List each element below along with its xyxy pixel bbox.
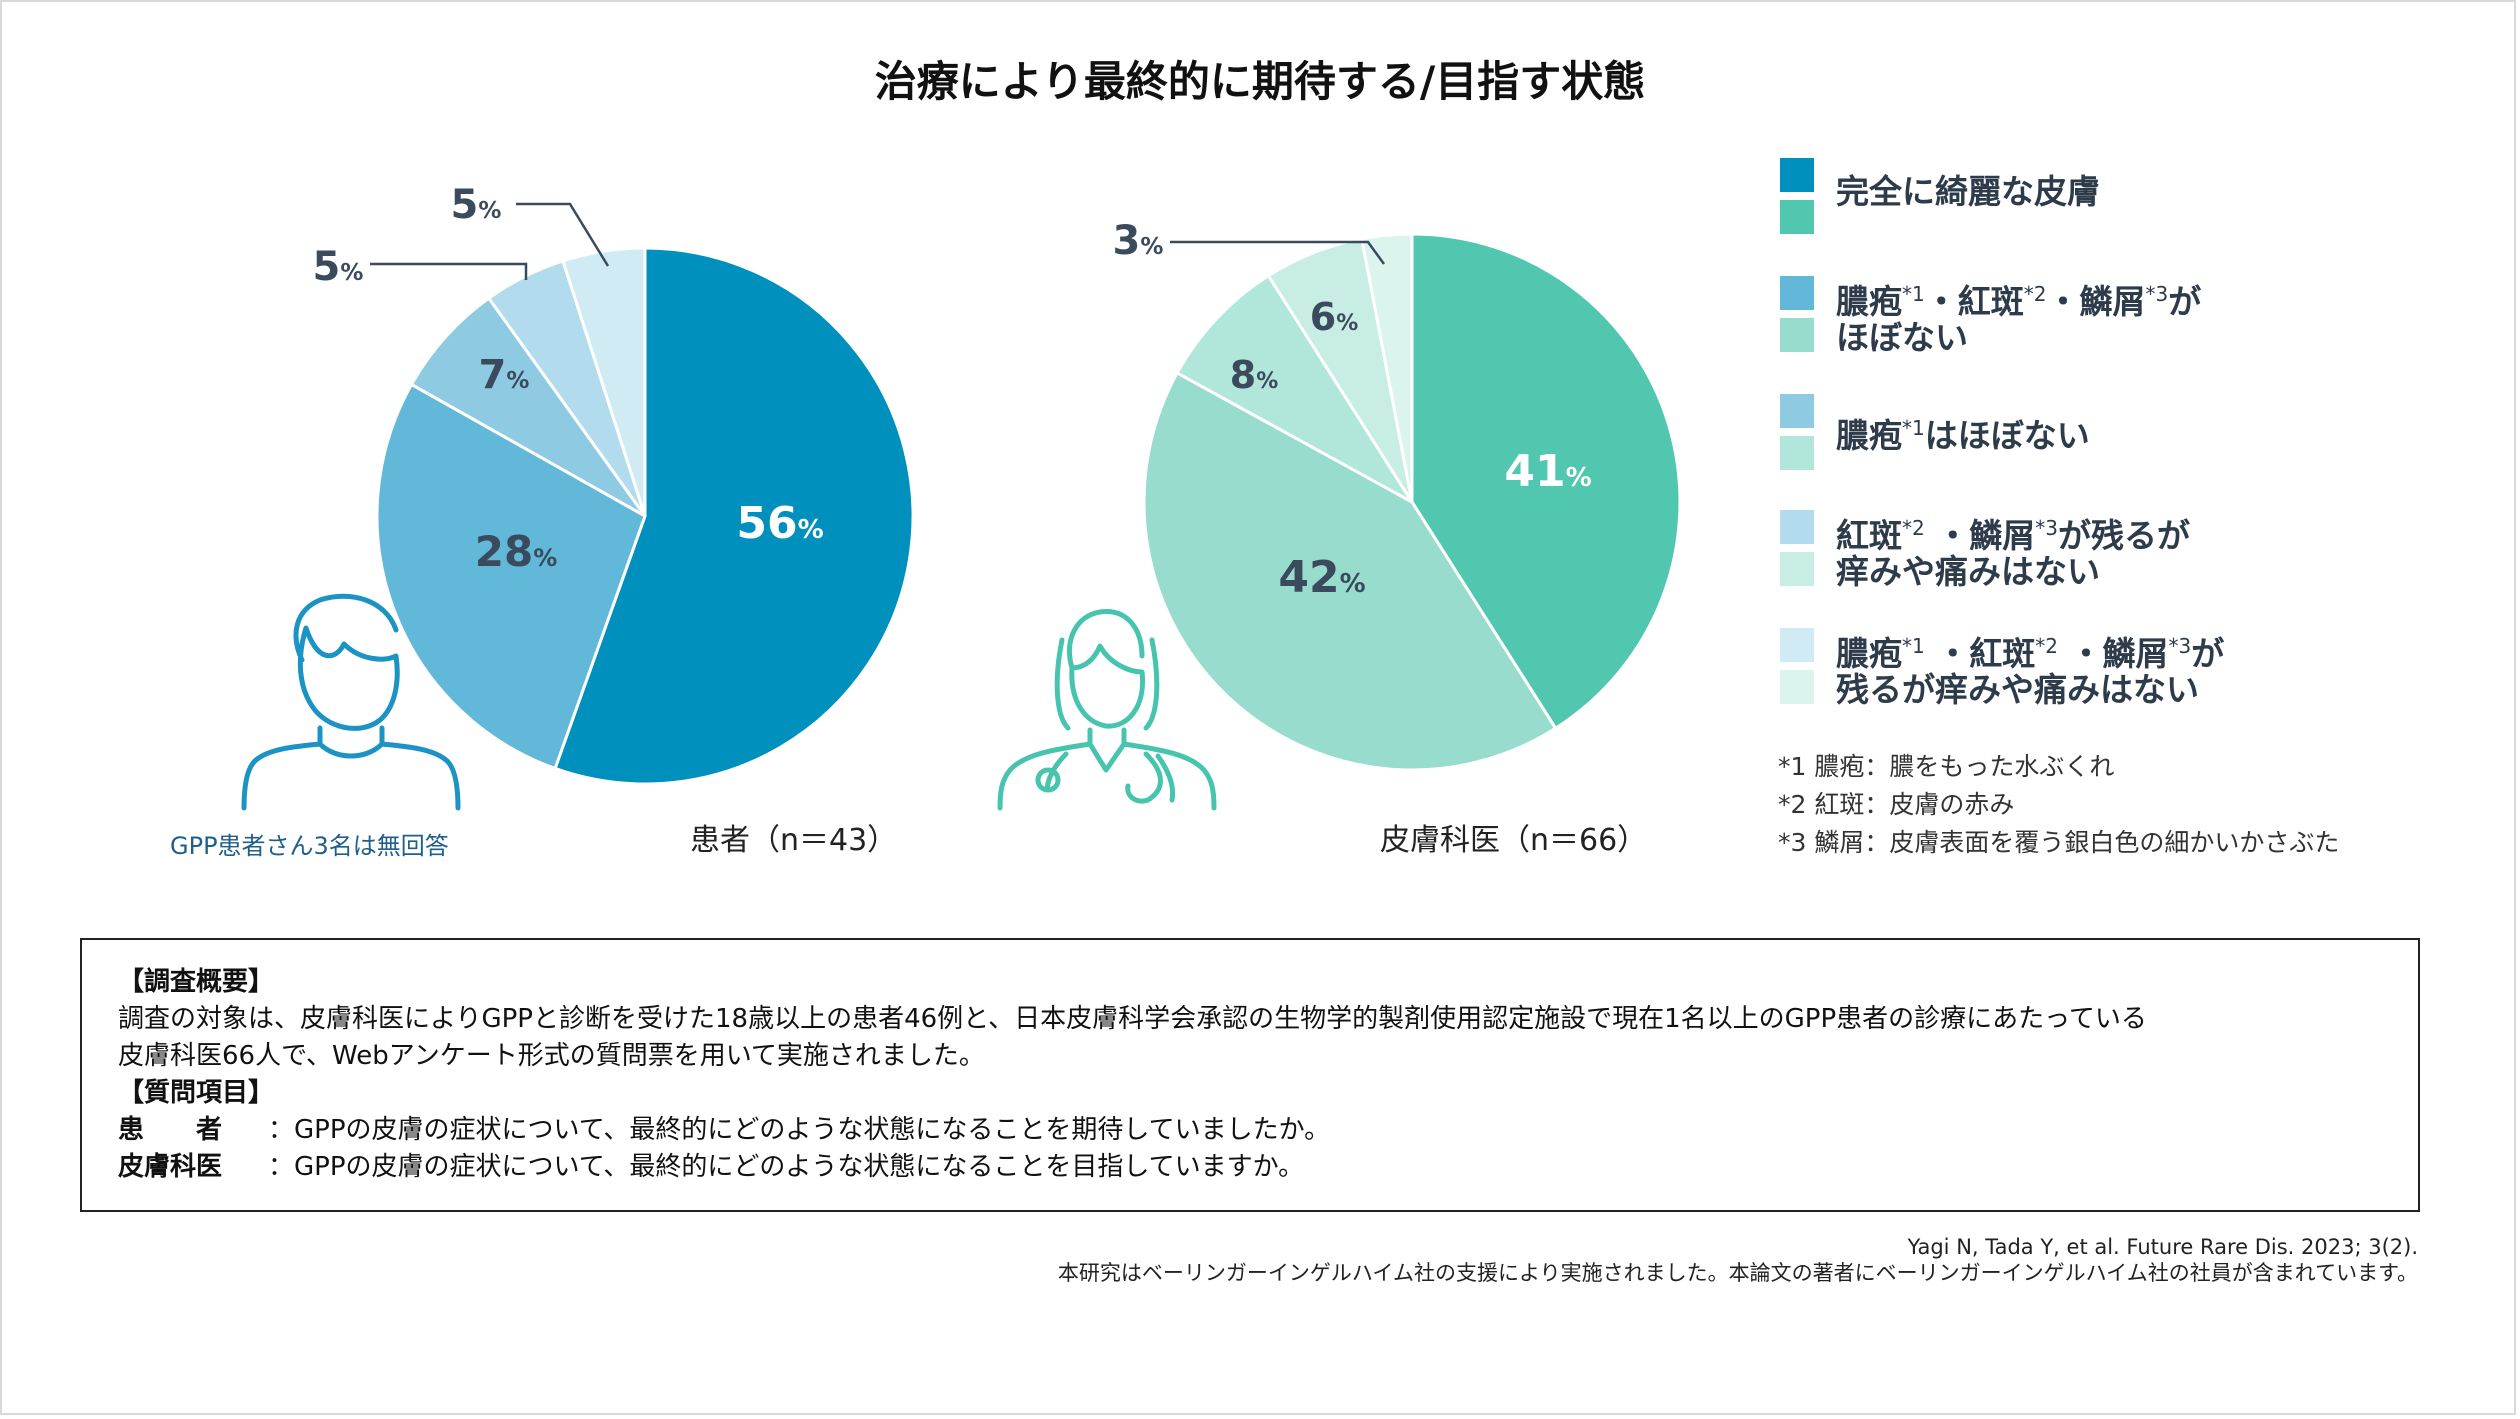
- pie-patient: 56% 28% 7% 5% 5%: [313, 182, 915, 786]
- legend-swatch-patient: [1780, 510, 1814, 544]
- citation: Yagi N, Tada Y, et al. Future Rare Dis. …: [1058, 1234, 2418, 1286]
- leader-line: [370, 262, 528, 280]
- slice-label-derm-1: 41%: [1504, 446, 1591, 497]
- slice-label-patient-1: 56%: [736, 498, 823, 549]
- pie-slice-derm-5: [1360, 232, 1414, 503]
- slice-label-derm-5: 3%: [1113, 218, 1164, 264]
- leader-line: [1170, 240, 1386, 265]
- slice-label-patient-3: 7%: [479, 352, 530, 398]
- legend-swatch-derm: [1780, 200, 1814, 234]
- question-derm-text: ：GPPの皮膚の症状について、最終的にどのような状態になることを目指していますか…: [268, 1152, 1305, 1182]
- pie-slice-patient-2: [375, 382, 647, 771]
- footnote-1: *1 膿疱：膿をもった水ぶくれ: [1778, 752, 2115, 781]
- legend-label: 完全に綺麗な皮膚: [1836, 172, 2100, 211]
- patient-no-answer-note: GPP患者さん3名は無回答: [170, 832, 449, 860]
- pie-slice-derm-2: [1142, 370, 1558, 772]
- question-derm-label: 皮膚科医: [118, 1152, 223, 1182]
- footnote-2: *2 紅斑：皮膚の赤み: [1778, 790, 2015, 819]
- pie-derm: 41% 42% 8% 6% 3%: [1113, 218, 1682, 772]
- survey-question-patient: 患 者 ：GPPの皮膚の症状について、最終的にどのような状態になることを期待してい…: [118, 1112, 2382, 1149]
- pie-slice-patient-5: [561, 246, 647, 517]
- citation-line1: Yagi N, Tada Y, et al. Future Rare Dis. …: [1907, 1235, 2418, 1259]
- legend-swatch-patient: [1780, 276, 1814, 310]
- legend-label: 膿疱*1 ・紅斑*2 ・鱗屑*3が: [1836, 634, 2225, 673]
- legend-label: 残るが痒みや痛みはない: [1836, 670, 2199, 709]
- survey-box: 【調査概要】 調査の対象は、皮膚科医によりGPPと診断を受けた18歳以上の患者4…: [80, 938, 2420, 1212]
- legend-label: 膿疱*1はほぼない: [1836, 416, 2090, 455]
- survey-question-derm: 皮膚科医 ：GPPの皮膚の症状について、最終的にどのような状態になることを目指して…: [118, 1149, 2382, 1186]
- slice-label-patient-5: 5%: [451, 182, 502, 228]
- pie-slice-patient-1: [553, 246, 915, 786]
- pie-slice-patient-3: [409, 296, 647, 518]
- legend-swatch-derm: [1780, 670, 1814, 704]
- footnotes: *1 膿疱：膿をもった水ぶくれ *2 紅斑：皮膚の赤み *3 鱗屑：皮膚表面を覆…: [1778, 748, 2339, 862]
- slice-label-derm-4: 6%: [1310, 295, 1359, 339]
- citation-line2: 本研究はベーリンガーインゲルハイム社の支援により実施されました。本論文の著者にベ…: [1057, 1261, 2418, 1285]
- survey-overview-line1: 調査の対象は、皮膚科医によりGPPと診断を受けた18歳以上の患者46例と、日本皮…: [118, 1004, 2147, 1034]
- derm-caption: 皮膚科医（n＝66）: [1380, 823, 1648, 858]
- chart-title: 治療により最終的に期待する/目指す状態: [874, 57, 1646, 106]
- survey-questions-header: 【質問項目】: [118, 1078, 275, 1108]
- survey-overview-header: 【調査概要】: [118, 967, 275, 997]
- patient-caption: 患者（n＝43）: [690, 823, 898, 858]
- legend-label: 痒みや痛みはない: [1836, 552, 2100, 591]
- legend-swatch-patient: [1780, 158, 1814, 192]
- legend-swatch-patient: [1780, 394, 1814, 428]
- legend-swatch-derm: [1780, 318, 1814, 352]
- legend-swatch-derm: [1780, 436, 1814, 470]
- legend-label: 膿疱*1・紅斑*2・鱗屑*3が: [1836, 282, 2202, 321]
- legend-swatch-patient: [1780, 628, 1814, 662]
- question-patient-text: ：GPPの皮膚の症状について、最終的にどのような状態になることを期待していました…: [268, 1115, 1331, 1145]
- question-patient-label: 患 者: [118, 1115, 223, 1145]
- slice-label-derm-3: 8%: [1230, 353, 1279, 397]
- leader-line: [516, 202, 610, 267]
- legend-label: ほぼない: [1836, 318, 1968, 357]
- pie-slice-derm-3: [1175, 273, 1414, 504]
- legend-swatch-derm: [1780, 552, 1814, 586]
- slice-label-derm-2: 42%: [1278, 552, 1365, 603]
- patient-icon: [241, 593, 461, 811]
- footnote-3: *3 鱗屑：皮膚表面を覆う銀白色の細かいかさぶた: [1778, 828, 2340, 857]
- legend-label: 紅斑*2 ・鱗屑*3が残るが: [1836, 516, 2190, 555]
- slice-label-patient-2: 28%: [475, 527, 558, 576]
- doctor-icon: [997, 609, 1217, 811]
- pie-slice-derm-1: [1410, 232, 1682, 731]
- survey-overview-line2: 皮膚科医66人で、Webアンケート形式の質問票を用いて実施されました。: [118, 1041, 985, 1071]
- slice-label-patient-4: 5%: [313, 244, 364, 290]
